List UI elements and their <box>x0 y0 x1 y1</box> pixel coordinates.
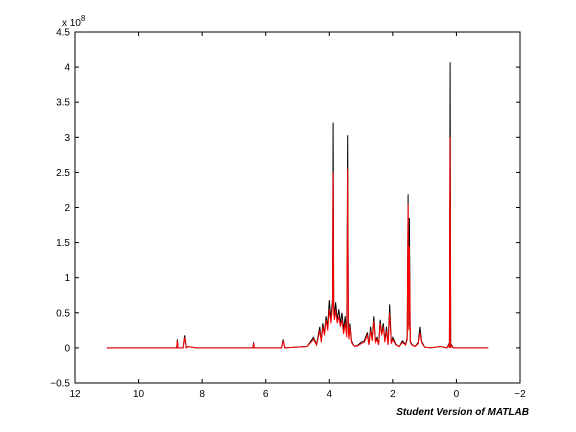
y-tick-label: 3 <box>64 133 70 144</box>
x-tick-label: 8 <box>199 389 205 400</box>
y-tick-label: 3.5 <box>56 98 70 109</box>
y-tick-label: 1.5 <box>56 238 70 249</box>
y-exponent-label: x 108 <box>62 14 86 29</box>
y-tick-label: 4 <box>64 63 70 74</box>
y-tick-label: 2 <box>64 203 70 214</box>
y-exponent-power: 8 <box>81 14 86 23</box>
watermark: Student Version of MATLAB <box>396 407 529 418</box>
ticks-layer: 12 10 8 6 4 2 0 −2 −0.5 0 0.5 1 1.5 2 2.5 3 3.5 4 4.5 <box>50 28 526 401</box>
x-tick-label: 12 <box>69 389 81 400</box>
y-tick-label: 4.5 <box>56 28 70 39</box>
y-tick-label: 1 <box>64 273 70 284</box>
x-tick-label: −2 <box>514 389 526 400</box>
x-tick-label: 4 <box>327 389 333 400</box>
series-line-1 <box>106 137 489 349</box>
x-tick-label: 2 <box>390 389 396 400</box>
y-tick-label: −0.5 <box>50 379 70 390</box>
y-tick-label: 0.5 <box>56 308 70 319</box>
x-tick-label: 6 <box>263 389 269 400</box>
y-tick-label: 2.5 <box>56 168 70 179</box>
x-tick-label: 0 <box>454 389 460 400</box>
x-tick-label: 10 <box>133 389 145 400</box>
series-layer <box>106 62 489 349</box>
y-tick-label: 0 <box>64 343 70 354</box>
